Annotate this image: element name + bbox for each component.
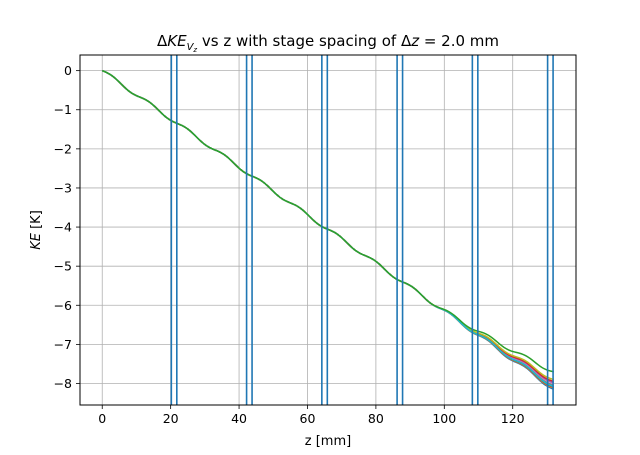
y-tick-label: −6 (54, 298, 72, 313)
x-tick-label: 20 (163, 411, 179, 426)
x-tick-label: 120 (501, 411, 525, 426)
x-axis-label: z [mm] (305, 434, 351, 449)
y-tick-label: −7 (54, 337, 72, 352)
y-tick-label: −8 (54, 376, 72, 391)
x-tick-label: 40 (231, 411, 247, 426)
x-tick-label: 0 (98, 411, 106, 426)
y-axis-label: KE [K] (29, 210, 44, 250)
x-tick-label: 100 (432, 411, 456, 426)
y-tick-label: −4 (54, 220, 72, 235)
y-tick-label: −1 (54, 102, 72, 117)
x-tick-label: 60 (300, 411, 316, 426)
y-tick-label: 0 (64, 63, 72, 78)
x-axis-ticks: 0 20 40 60 80 100 120 (98, 405, 525, 426)
y-tick-label: −5 (54, 259, 72, 274)
y-axis-ticks: 0 −1 −2 −3 −4 −5 −6 −7 −8 (54, 63, 80, 391)
plot-frame (79, 54, 577, 406)
y-tick-label: −3 (54, 180, 72, 195)
x-tick-label: 80 (368, 411, 384, 426)
y-tick-label: −2 (54, 141, 72, 156)
chart-title: ΔKEVz vs z with stage spacing of Δz = 2.… (157, 32, 499, 54)
stage-lines (170, 55, 554, 405)
